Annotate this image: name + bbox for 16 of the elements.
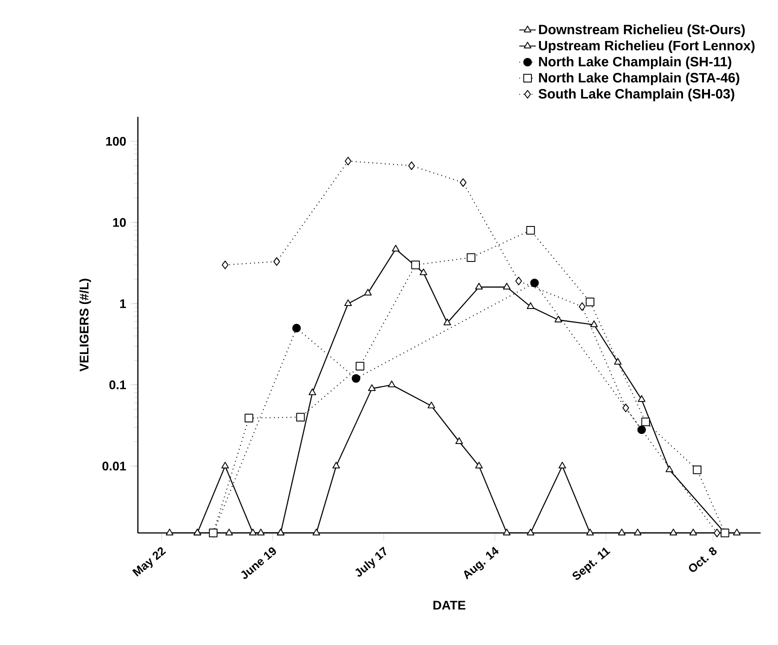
x-tick-label: July 17 [355, 546, 386, 577]
legend-label: Upstream Richelieu (Fort Lennox) [538, 40, 755, 54]
legend-label: South Lake Champlain (SH-03) [538, 88, 734, 102]
y-tick-label: 1 [120, 299, 126, 308]
x-axis-title: DATE [433, 600, 466, 610]
y-tick-label: 0.01 [102, 462, 126, 471]
x-tick-label: May 22 [132, 547, 166, 577]
legend-label: North Lake Champlain (SH-11) [539, 56, 732, 70]
x-tick-label: Oct. 8 [688, 547, 717, 572]
y-tick-label: 100 [106, 136, 126, 146]
y-tick-label: 10 [113, 218, 126, 227]
y-tick-label: 0.1 [109, 380, 126, 390]
x-tick-label: Aug. 14 [464, 546, 499, 580]
y-axis-title: VELIGERS (#/L) [79, 278, 92, 372]
legend-label: North Lake Champlain (STA-46) [539, 72, 740, 86]
legend-label: Downstream Richelieu (St-Ours) [539, 24, 745, 37]
